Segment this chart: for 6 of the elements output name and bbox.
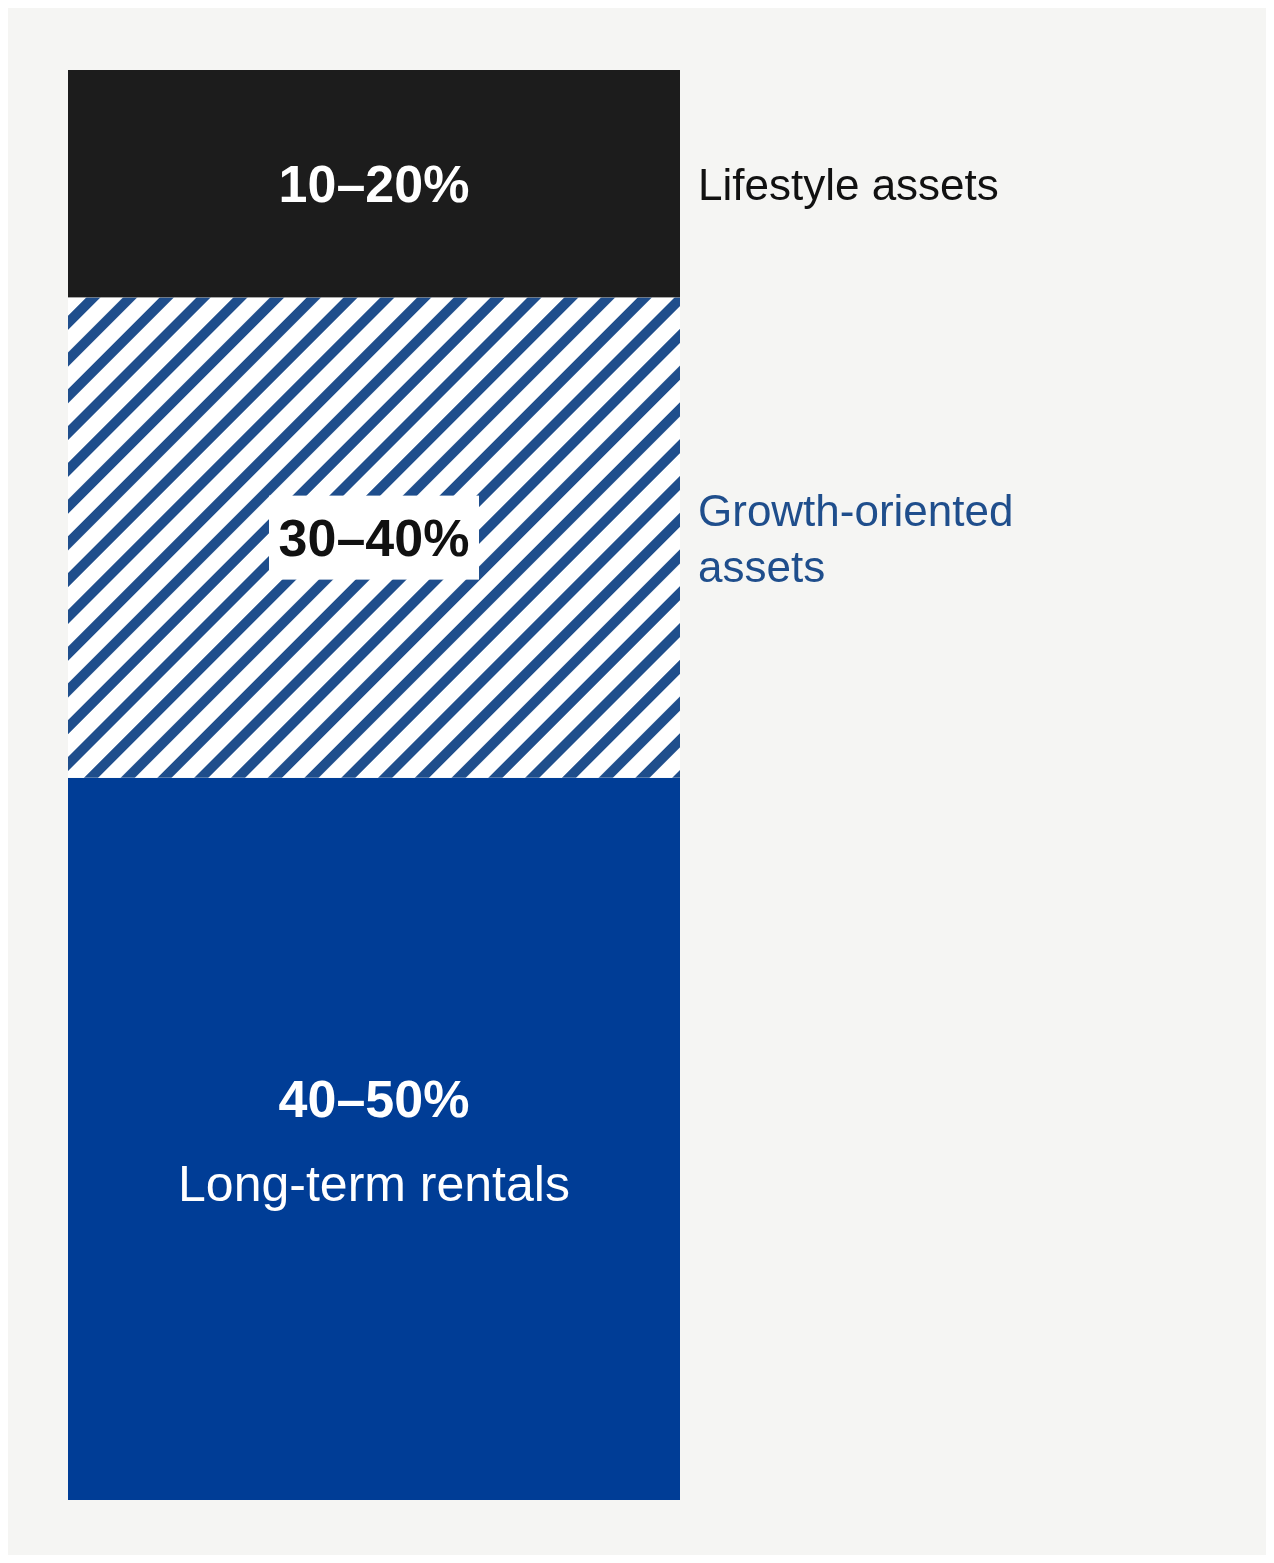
series-label: Growth-oriented assets bbox=[698, 485, 1014, 591]
series-label: Lifestyle assets bbox=[698, 159, 999, 209]
series-label: Long-term rentals bbox=[178, 1155, 570, 1212]
annotation: 30–40% bbox=[278, 508, 470, 567]
annotation: 10–20% bbox=[278, 154, 470, 213]
annotation: 40–50% bbox=[278, 1069, 470, 1128]
